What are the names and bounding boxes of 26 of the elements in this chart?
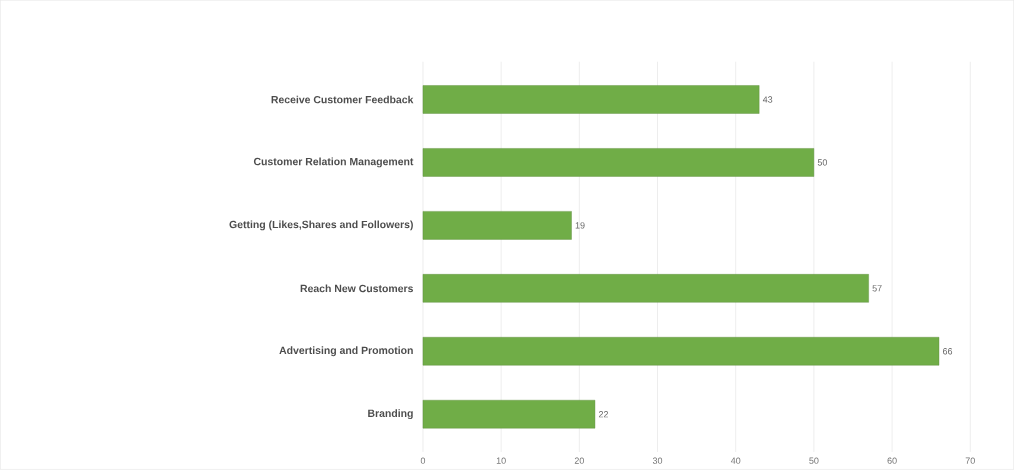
data-label: 66 (942, 348, 953, 355)
y-tick-label: Receive Customer Feedback (271, 95, 414, 104)
bar (422, 400, 596, 429)
bar (422, 274, 869, 303)
data-label: 50 (817, 159, 828, 166)
bar (422, 211, 572, 240)
x-tick-label: 60 (887, 457, 897, 464)
bar (422, 337, 940, 366)
x-tick-label: 70 (965, 457, 975, 464)
x-tick-label: 10 (496, 457, 506, 464)
y-tick-label: Customer Relation Management (253, 157, 414, 168)
x-tick-label: 20 (574, 457, 584, 464)
data-label: 22 (598, 411, 609, 418)
data-label: 19 (575, 222, 585, 229)
bar (422, 85, 760, 114)
x-tick-label: 30 (652, 457, 663, 464)
x-tick-label: 0 (420, 457, 426, 464)
x-tick-label: 40 (730, 457, 741, 464)
data-label: 57 (872, 285, 882, 292)
x-tick-label: 50 (809, 457, 819, 464)
y-tick-label: Branding (368, 409, 413, 420)
bar (422, 148, 815, 177)
data-label: 43 (762, 96, 773, 103)
y-tick-label: Getting (Likes,Shares and Followers) (229, 220, 413, 231)
y-tick-label: Advertising and Promotion (279, 346, 413, 357)
y-tick-label: Reach New Customers (300, 284, 413, 293)
